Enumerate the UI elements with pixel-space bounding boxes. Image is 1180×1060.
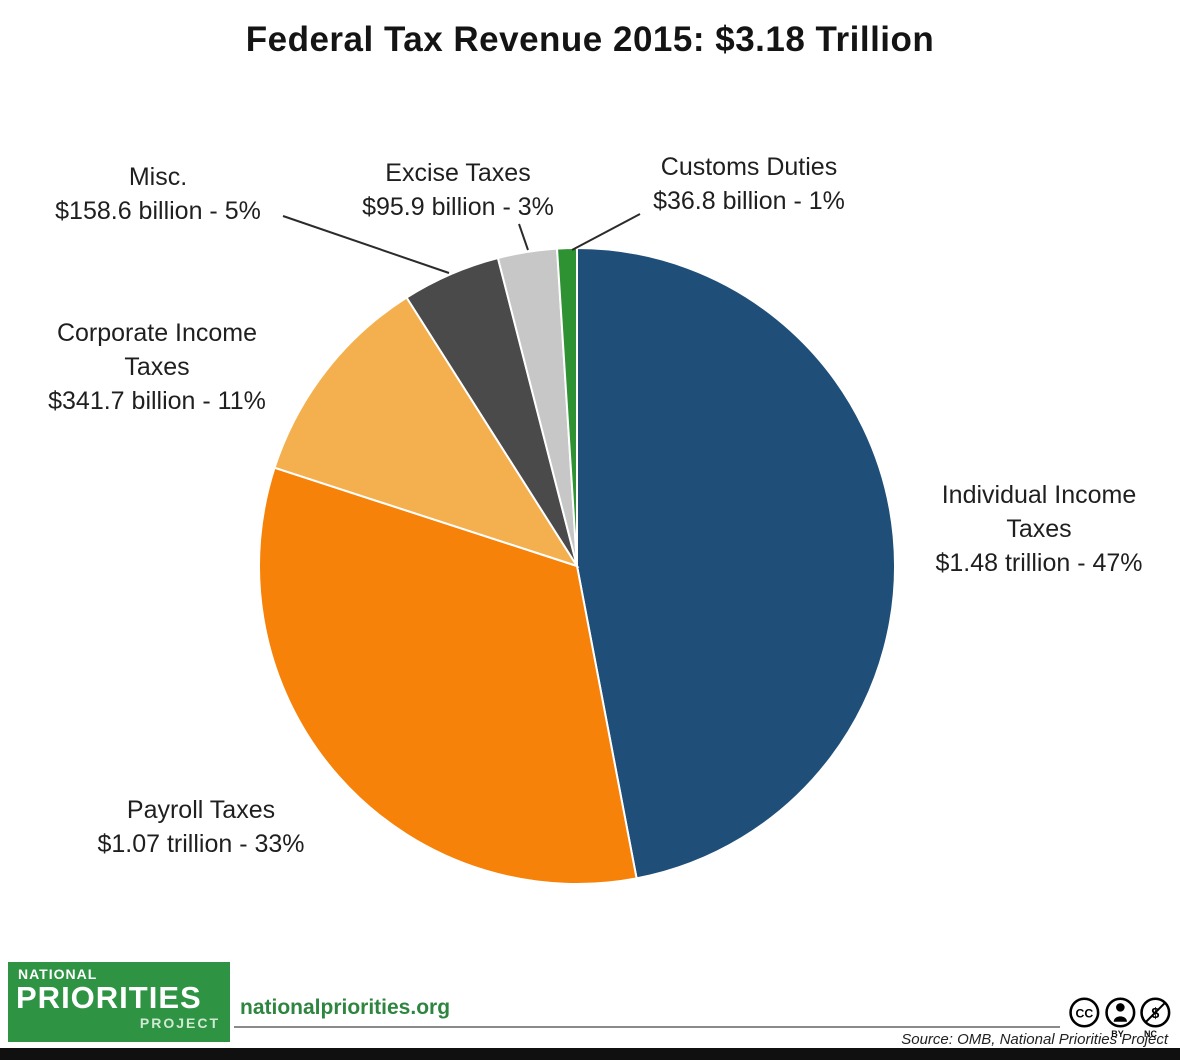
slice-value: $1.07 trillion - 33% (97, 830, 305, 858)
logo-line-priorities: PRIORITIES (16, 980, 202, 1015)
logo-line-national: NATIONAL (18, 966, 98, 982)
slice-value: $1.48 trillion - 47% (935, 549, 1143, 577)
label-misc: Misc. $158.6 billion - 5% (8, 160, 308, 228)
label-corporate-income-taxes: Corporate Income Taxes $341.7 billion - … (32, 316, 282, 418)
national-priorities-logo: NATIONAL PRIORITIES PROJECT (8, 962, 230, 1042)
svg-text:$: $ (1152, 1006, 1160, 1022)
source-text: Source: OMB, National Priorities Project (901, 1031, 1168, 1048)
slice-value: $158.6 billion - 5% (55, 197, 261, 225)
chart-title: Federal Tax Revenue 2015: $3.18 Trillion (245, 20, 935, 59)
slice-name: Customs Duties (660, 153, 838, 181)
slice-value: $95.9 billion - 3% (362, 193, 554, 221)
slice-name: Individual Income Taxes (941, 481, 1137, 543)
cc-nc-dollar-icon: $ (1140, 997, 1171, 1028)
slice-name: Misc. (128, 163, 188, 191)
slice-value: $36.8 billion - 1% (653, 187, 845, 215)
slice-name: Payroll Taxes (126, 796, 276, 824)
cc-by-label: BY (1111, 1029, 1124, 1039)
cc-by-person-icon (1104, 997, 1136, 1028)
label-customs-duties: Customs Duties $36.8 billion - 1% (599, 150, 899, 218)
svg-text:CC: CC (1075, 1007, 1093, 1021)
website-text: nationalpriorities.org (240, 996, 451, 1019)
footer-divider (234, 1026, 1060, 1028)
logo-line-project: PROJECT (139, 1014, 220, 1031)
pie-chart (258, 246, 897, 886)
pie-slice-0 (576, 246, 897, 880)
cc-icon: CC (1069, 997, 1100, 1028)
label-excise-taxes: Excise Taxes $95.9 billion - 3% (308, 156, 608, 224)
pie-slice-1 (258, 466, 638, 886)
slice-name: Excise Taxes (385, 159, 531, 187)
cc-nc-label: NC (1144, 1029, 1157, 1039)
bottom-black-bar (0, 1048, 1180, 1060)
label-individual-income-taxes: Individual Income Taxes $1.48 trillion -… (919, 478, 1159, 580)
pie-slice-2 (273, 296, 580, 568)
cc-spacer (1068, 1029, 1101, 1039)
label-payroll-taxes: Payroll Taxes $1.07 trillion - 33% (51, 793, 351, 861)
cc-license-badge: CC $ BY NC (1068, 996, 1172, 1039)
slice-value: $341.7 billion - 11% (48, 387, 266, 415)
slice-name: Corporate Income Taxes (56, 319, 258, 381)
